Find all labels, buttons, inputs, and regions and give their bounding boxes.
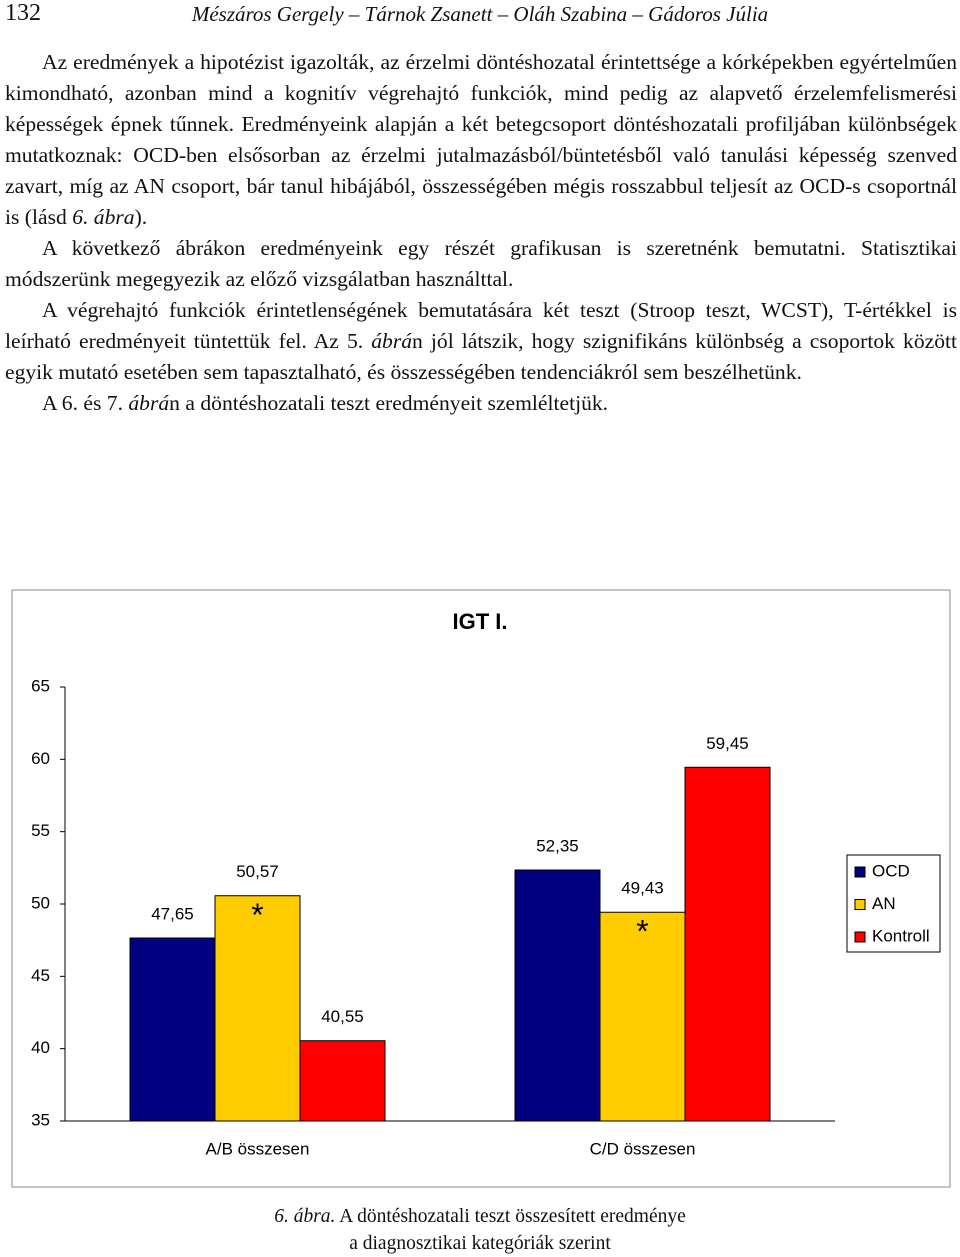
- bar: [129, 937, 216, 1122]
- paragraph: A végrehajtó funkciók érintetlenségének …: [5, 295, 957, 388]
- value-label: 49,43: [621, 879, 664, 898]
- text-run: ).: [134, 205, 148, 229]
- value-label: 50,57: [236, 862, 279, 881]
- paragraph: A 6. és 7. ábrán a döntéshozatali teszt …: [5, 388, 957, 419]
- text-run: Az eredmények a hipotézist igazolták, az…: [5, 50, 957, 229]
- text-run: A következő ábrákon eredményeink egy rés…: [5, 236, 957, 291]
- caption-label: 6. ábra.: [274, 1206, 336, 1227]
- text-run: ábrá: [371, 329, 413, 353]
- caption: 6. ábra. A döntéshozatali teszt összesít…: [180, 1203, 780, 1257]
- bar: [514, 869, 601, 1122]
- chart-title: IGT I.: [453, 609, 508, 634]
- caption-line: A döntéshozatali teszt összesített eredm…: [339, 1206, 686, 1227]
- legend-label: OCD: [872, 861, 910, 880]
- y-tick-label: 65: [31, 676, 50, 695]
- x-tick-label: A/B összesen: [206, 1139, 310, 1158]
- value-label: 47,65: [151, 904, 194, 923]
- caption-line: a diagnosztikai kategóriák szerint: [349, 1233, 611, 1254]
- text-run: A végrehajtó funkciók érintetlenségének …: [5, 298, 957, 353]
- page-number: 132: [5, 0, 41, 26]
- text-run: ábrá: [128, 391, 170, 415]
- text-run: A 6. és 7.: [42, 391, 129, 415]
- legend-label: AN: [872, 894, 896, 913]
- legend-swatch: [854, 899, 866, 910]
- y-tick-label: 50: [31, 893, 50, 912]
- value-label: 40,55: [321, 1007, 364, 1026]
- paragraph: A következő ábrákon eredményeink egy rés…: [5, 233, 957, 295]
- y-tick-label: 55: [31, 821, 50, 840]
- text-run: n a döntéshozatali teszt eredményeit sze…: [169, 391, 609, 415]
- paragraph: Az eredmények a hipotézist igazolták, az…: [5, 47, 957, 233]
- y-tick-label: 60: [31, 749, 50, 768]
- significance-mark: *: [636, 914, 648, 950]
- bar: [214, 895, 301, 1122]
- bar: [299, 1040, 386, 1122]
- x-tick-label: C/D összesen: [590, 1139, 696, 1158]
- y-tick-label: 45: [31, 966, 50, 985]
- value-label: 52,35: [536, 836, 579, 855]
- running-title: Mészáros Gergely – Tárnok Zsanett – Oláh…: [191, 2, 769, 26]
- significance-mark: *: [251, 897, 263, 933]
- y-tick-label: 35: [31, 1110, 50, 1129]
- body-text: Az eredmények a hipotézist igazolták, az…: [5, 47, 957, 419]
- bar: [599, 911, 686, 1122]
- text-run: 6. ábra: [72, 205, 135, 229]
- legend-label: Kontroll: [872, 926, 930, 945]
- bar: [684, 766, 771, 1122]
- legend-swatch: [854, 866, 866, 878]
- legend-swatch: [854, 931, 866, 943]
- text-run: n jól látszik, hogy szignifikáns különbs…: [5, 329, 957, 384]
- value-label: 59,45: [706, 734, 749, 753]
- y-tick-label: 40: [31, 1038, 50, 1057]
